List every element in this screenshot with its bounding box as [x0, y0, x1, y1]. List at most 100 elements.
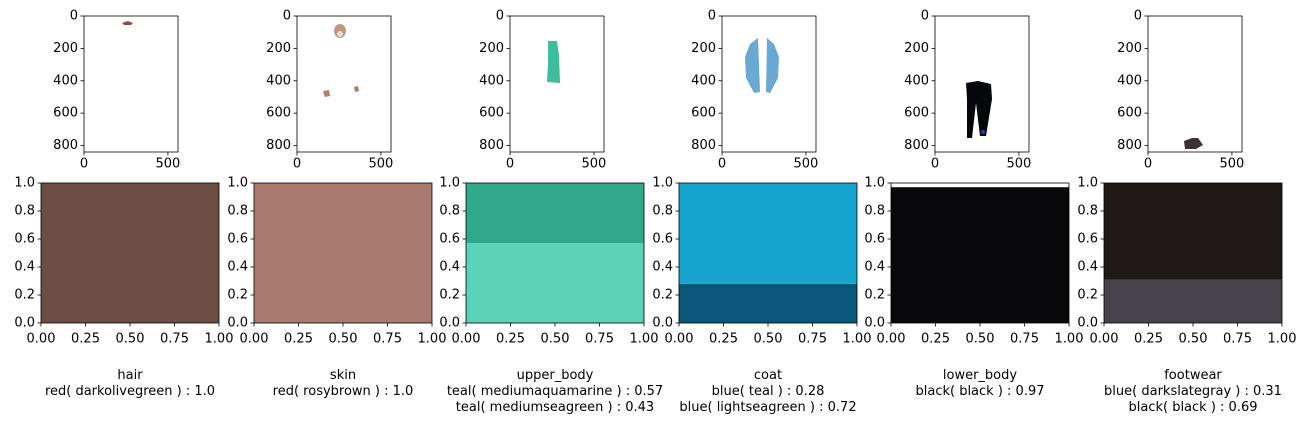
y-tick-label: 400 [266, 73, 291, 88]
caption-color-line: red( rosybrown ) : 1.0 [272, 384, 414, 399]
color-segment [891, 187, 1069, 323]
y-tick-label: 0.6 [439, 232, 460, 247]
caption-color-line: blue( darkslategray ) : 0.31 [1104, 384, 1282, 399]
x-tick-label: 0 [293, 157, 301, 172]
x-tick-label: 0.25 [71, 332, 100, 347]
caption-title: lower_body [942, 368, 1018, 383]
color-bar-axes-skin: 0.0 0.2 0.4 0.6 0.8 1.0 0.00 0.25 0.50 0.75 1.00 [227, 176, 446, 347]
caption-color-line: teal( mediumaquamarine ) : 0.57 [446, 384, 664, 399]
y-tick-label: 600 [479, 106, 504, 121]
caption-lower_body: lower_body black( black ) : 0.97 [860, 368, 1100, 400]
y-tick-label: 400 [53, 73, 78, 88]
caption-color-line: teal( mediumseagreen ) : 0.43 [455, 400, 655, 415]
x-tick-label: 0 [1144, 157, 1152, 172]
y-tick-label: 0.2 [439, 288, 460, 303]
y-tick-label: 0 [921, 9, 929, 24]
y-tick-label: 0.2 [652, 288, 673, 303]
shoes-crop [1184, 138, 1203, 149]
x-tick-label: 0 [80, 157, 88, 172]
x-tick-label: 1.00 [630, 332, 659, 347]
x-tick-label: 0.25 [921, 332, 950, 347]
x-tick-label: 0.25 [709, 332, 738, 347]
y-tick-label: 600 [53, 106, 78, 121]
x-tick-label: 0.25 [1134, 332, 1163, 347]
x-tick-label: 0.75 [373, 332, 402, 347]
x-tick-label: 0 [931, 157, 939, 172]
y-tick-label: 1.0 [227, 176, 248, 191]
image-background [1148, 16, 1242, 152]
y-tick-label: 800 [266, 138, 291, 153]
caption-color-line: black( black ) : 0.97 [915, 384, 1045, 399]
x-tick-label: 500 [582, 157, 607, 172]
x-tick-label: 500 [369, 157, 394, 172]
x-tick-label: 0.00 [240, 332, 269, 347]
color-segment [679, 183, 857, 284]
y-tick-label: 200 [691, 41, 716, 56]
image-frame [296, 15, 392, 153]
caption-color-line: black( black ) : 0.69 [1128, 400, 1258, 415]
y-tick-label: 0.2 [14, 288, 35, 303]
x-tick-label: 0.50 [754, 332, 783, 347]
x-tick-label: 0.75 [160, 332, 189, 347]
y-tick-label: 800 [1117, 138, 1142, 153]
color-bar-axes-hair: 0.0 0.2 0.4 0.6 0.8 1.0 0.00 0.25 0.50 0.75 1.00 [14, 176, 233, 347]
y-tick-label: 0.0 [652, 316, 673, 331]
x-tick-label: 0.00 [27, 332, 56, 347]
y-tick-label: 0.6 [1077, 232, 1098, 247]
y-tick-label: 0 [1134, 9, 1142, 24]
x-tick-label: 500 [794, 157, 819, 172]
x-tick-label: 1.00 [1055, 332, 1084, 347]
y-tick-label: 200 [479, 41, 504, 56]
y-tick-label: 0.4 [439, 260, 460, 275]
y-tick-label: 0 [283, 9, 291, 24]
color-segment [466, 183, 644, 244]
y-tick-label: 1.0 [652, 176, 673, 191]
y-tick-label: 0.0 [1077, 316, 1098, 331]
x-tick-label: 0.50 [966, 332, 995, 347]
image-frame [934, 15, 1030, 153]
image-frame [83, 15, 179, 153]
x-tick-label: 0 [506, 157, 514, 172]
y-tick-label: 0.4 [864, 260, 885, 275]
hair-crop [122, 21, 133, 25]
y-tick-label: 0.0 [864, 316, 885, 331]
y-tick-label: 0.6 [652, 232, 673, 247]
y-tick-label: 0.0 [227, 316, 248, 331]
y-tick-label: 200 [904, 41, 929, 56]
x-tick-label: 0.00 [877, 332, 906, 347]
x-tick-label: 0.00 [665, 332, 694, 347]
y-tick-label: 0.6 [14, 232, 35, 247]
color-bar-axes-footwear: 0.0 0.2 0.4 0.6 0.8 1.0 0.00 0.25 0.50 0.75 1.00 [1077, 176, 1296, 347]
trousers-crop [966, 81, 992, 138]
y-tick-label: 0.4 [1077, 260, 1098, 275]
color-segment [41, 183, 219, 323]
shirt-crop [547, 41, 560, 83]
y-tick-label: 200 [266, 41, 291, 56]
y-tick-label: 0.6 [864, 232, 885, 247]
caption-color-line: blue( teal ) : 0.28 [711, 384, 825, 399]
color-segment [466, 243, 644, 323]
y-tick-label: 0.2 [1077, 288, 1098, 303]
x-tick-label: 0.25 [496, 332, 525, 347]
x-tick-label: 0.00 [452, 332, 481, 347]
caption-color-line: red( darkolivegreen ) : 1.0 [44, 384, 216, 399]
y-tick-label: 200 [1117, 41, 1142, 56]
x-tick-label: 0.00 [1090, 332, 1119, 347]
y-tick-label: 800 [479, 138, 504, 153]
x-tick-label: 0 [718, 157, 726, 172]
y-tick-label: 0.8 [439, 204, 460, 219]
y-tick-label: 0.8 [227, 204, 248, 219]
left-hand-crop [323, 90, 330, 97]
y-tick-label: 0.8 [1077, 204, 1098, 219]
y-tick-label: 1.0 [439, 176, 460, 191]
image-frame [1147, 15, 1243, 153]
y-tick-label: 0.6 [227, 232, 248, 247]
y-tick-label: 0.4 [14, 260, 35, 275]
y-tick-label: 400 [904, 73, 929, 88]
y-tick-label: 0 [708, 9, 716, 24]
coat-left-crop [745, 38, 760, 93]
color-bar-axes-lower_body: 0.0 0.2 0.4 0.6 0.8 1.0 0.00 0.25 0.50 0.75 1.00 [864, 176, 1083, 347]
coat-right-crop [766, 38, 779, 93]
